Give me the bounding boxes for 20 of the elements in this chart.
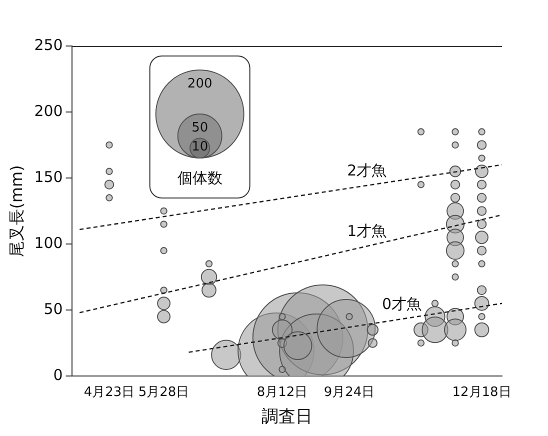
annotation: 1才魚 [347, 222, 387, 240]
x-axis-title: 調査日 [261, 407, 312, 428]
x-tick-label: 5月28日 [138, 385, 190, 400]
x-tick-label: 4月23日 [84, 385, 135, 400]
x-tick-label: 8月12日 [256, 385, 308, 400]
annotation: 2才魚 [347, 161, 387, 180]
y-tick-label: 150 [34, 168, 63, 186]
y-tick-label: 50 [44, 300, 63, 318]
y-tick-label: 100 [34, 234, 63, 252]
y-tick-label: 200 [34, 102, 63, 120]
y-axis-title: 尾叉長(mm) [6, 165, 26, 257]
legend-label: 50 [192, 120, 208, 136]
x-tick-label: 12月18日 [452, 385, 512, 400]
annotation: 0才魚 [382, 294, 422, 313]
x-tick-label: 9月24日 [324, 385, 375, 400]
legend-title: 個体数 [177, 168, 222, 187]
legend-label: 200 [187, 76, 212, 92]
legend-label: 10 [192, 140, 208, 155]
y-tick-label: 250 [34, 36, 63, 54]
y-tick-label: 0 [53, 366, 63, 384]
